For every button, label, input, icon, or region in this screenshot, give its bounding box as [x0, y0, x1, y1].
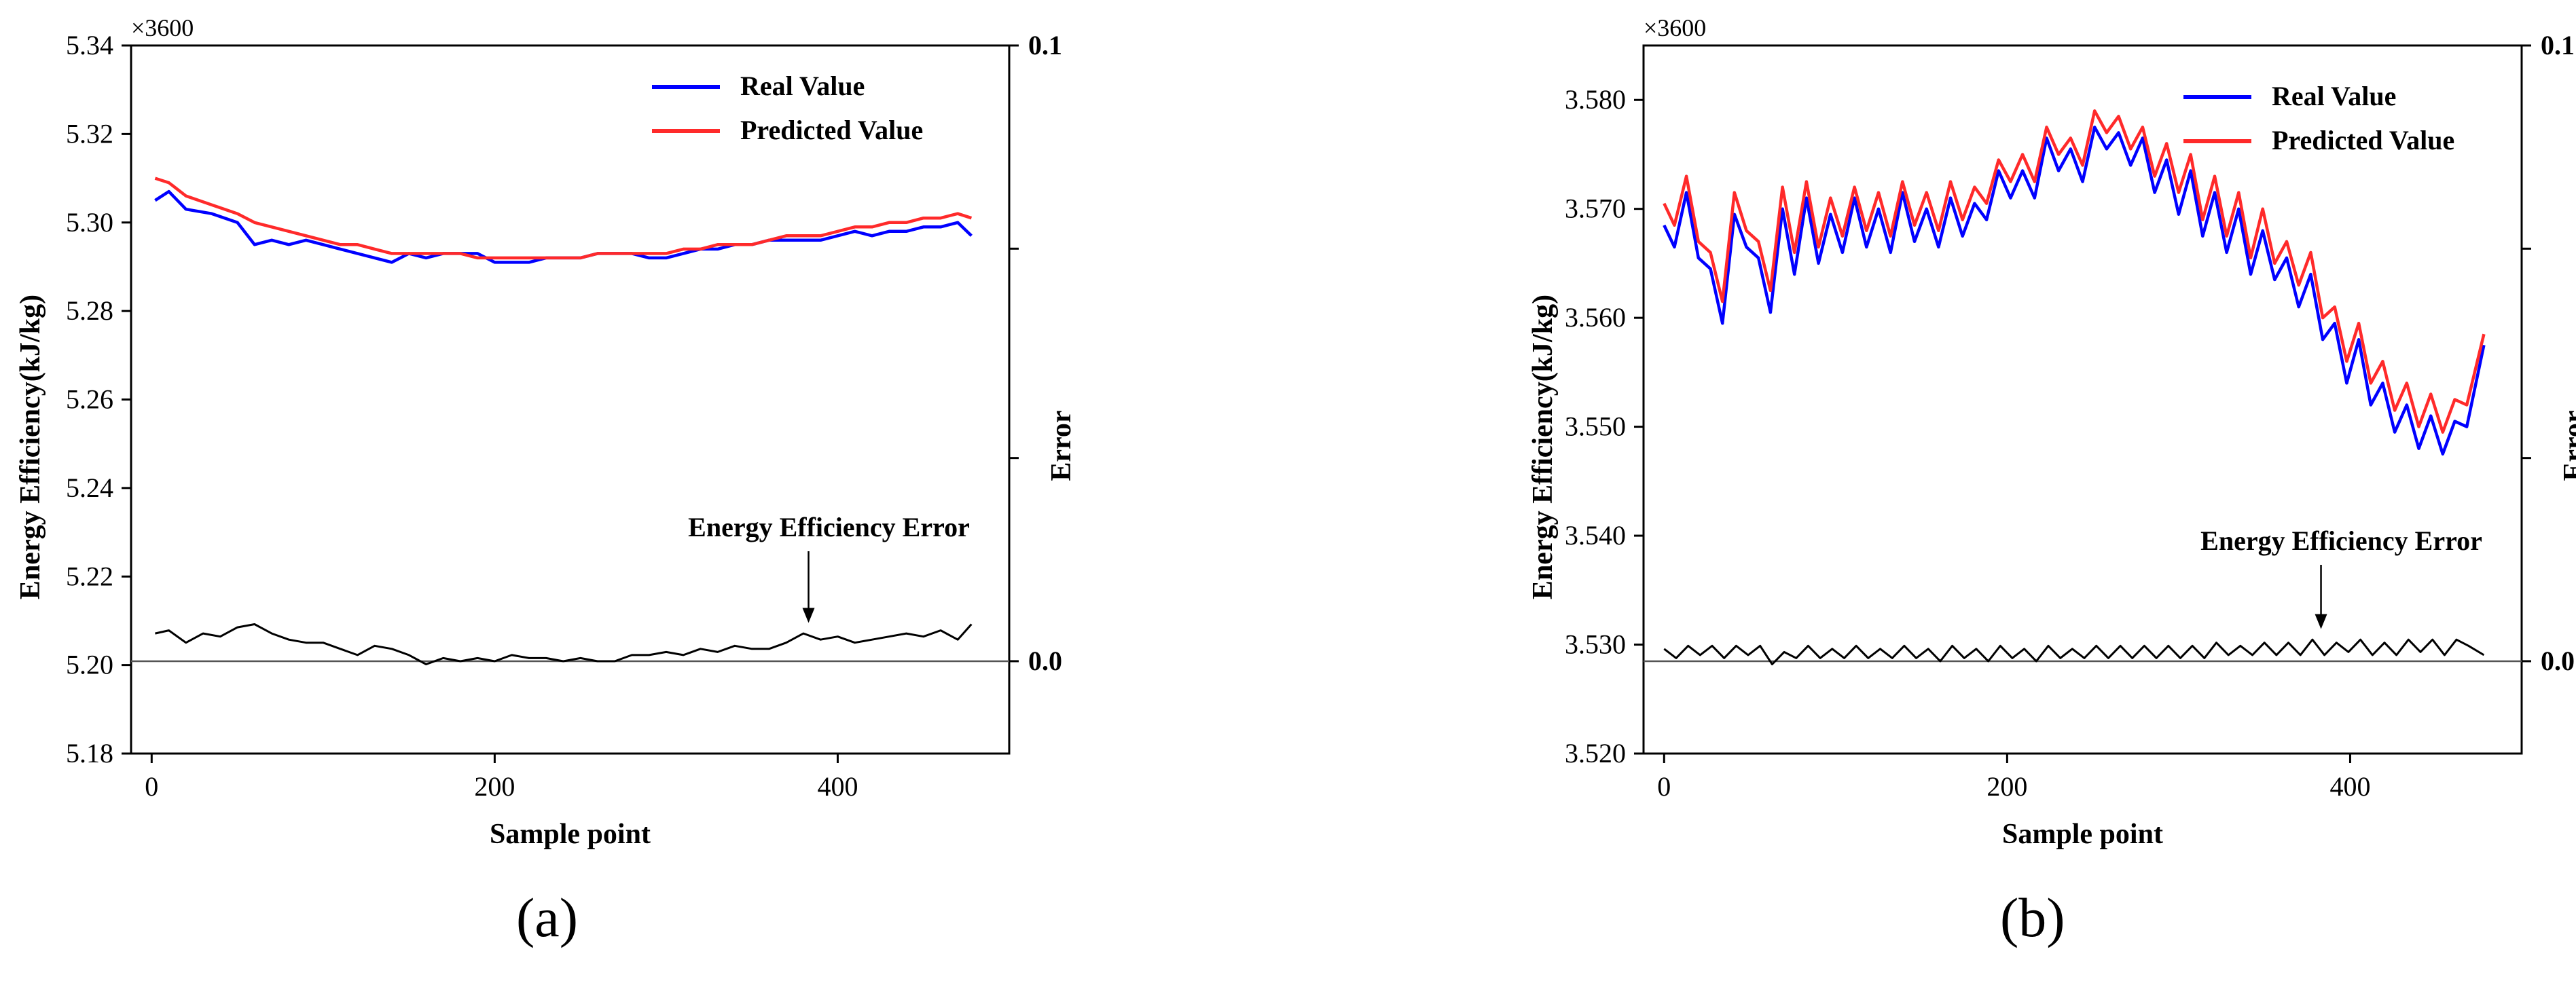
chart0-ytick-label: 5.20: [66, 650, 113, 680]
chart1-y2label: Error: [2558, 410, 2576, 481]
chart1-ylabel: Energy Efficiency(kJ/kg): [1527, 295, 1559, 599]
chart1-annotation-text: Energy Efficiency Error: [2200, 525, 2482, 556]
chart0-xlabel: Sample point: [490, 819, 651, 850]
chart0-group: 5.18 5.20 5.22 5.24 5.26 5.28 5.30 5.32 5.34 0 200…: [15, 14, 1077, 850]
chart0-y2tick-label: 0.1: [1028, 30, 1062, 60]
chart1-series-real-value: [1663, 126, 2486, 456]
chart1-legend-label: Real Value: [2272, 81, 2396, 111]
chart0-ytick-label: 5.28: [66, 295, 113, 326]
chart0-xtick-label: 400: [817, 771, 858, 802]
chart1-xtick-label: 200: [1987, 771, 2027, 802]
chart1-ytick-label: 3.560: [1565, 302, 1626, 333]
chart0-ytick-label: 5.30: [66, 207, 113, 238]
chart1-xtick-label: 0: [1657, 771, 1671, 802]
chart0-xtick-label: 0: [145, 771, 158, 802]
chart1-ytick-label: 3.580: [1565, 84, 1626, 115]
chart0-annotation-arrowhead: [802, 608, 815, 623]
chart0-series-energy-efficiency-error: [155, 623, 973, 665]
panel-a-label: (a): [516, 887, 579, 948]
chart1-annotation-arrowhead: [2315, 614, 2327, 629]
chart1-group: 3.520 3.530 3.540 3.550 3.560 3.570 3.580 0 200 4…: [1527, 14, 2576, 850]
panel-b-label: (b): [2000, 887, 2065, 948]
chart1-ytick-label: 3.570: [1565, 193, 1626, 224]
chart0-legend-label: Predicted Value: [740, 115, 923, 145]
chart1-legend-label: Predicted Value: [2272, 125, 2454, 155]
chart0-y2tick-label: 0.0: [1028, 646, 1062, 676]
chart1-xlabel: Sample point: [2002, 819, 2163, 850]
chart0-ytick-label: 5.34: [66, 30, 113, 60]
chart0-plot-frame: [130, 44, 1011, 755]
chart1-y2tick-label: 0.1: [2541, 30, 2575, 60]
chart1-multiplier: ×3600: [1644, 14, 1706, 41]
chart0-series-predicted-value: [154, 177, 973, 260]
chart1-ytick-label: 3.540: [1565, 520, 1626, 551]
chart1-ytick-label: 3.520: [1565, 738, 1626, 768]
chart1-ytick-label: 3.550: [1565, 411, 1626, 442]
chart0-annotation-text: Energy Efficiency Error: [688, 512, 970, 542]
chart1-series-predicted-value: [1663, 109, 2486, 434]
chart0-ytick-label: 5.24: [66, 472, 113, 503]
chart0-y2label: Error: [1046, 410, 1077, 481]
chart1-series-energy-efficiency-error: [1663, 638, 2485, 665]
chart0-ylabel: Energy Efficiency(kJ/kg): [15, 295, 46, 599]
chart0-legend-label: Real Value: [740, 71, 865, 101]
chart1-plot-frame: [1642, 44, 2523, 755]
chart0-multiplier: ×3600: [131, 14, 194, 41]
chart0-xtick-label: 200: [474, 771, 515, 802]
chart0-ytick-label: 5.32: [66, 118, 113, 149]
chart1-y2tick-label: 0.0: [2541, 646, 2575, 676]
chart0-ytick-label: 5.18: [66, 738, 113, 768]
chart1-xtick-label: 400: [2329, 771, 2370, 802]
chart0-ytick-label: 5.22: [66, 561, 113, 591]
chart1-ytick-label: 3.530: [1565, 629, 1626, 660]
chart0-ytick-label: 5.26: [66, 384, 113, 415]
